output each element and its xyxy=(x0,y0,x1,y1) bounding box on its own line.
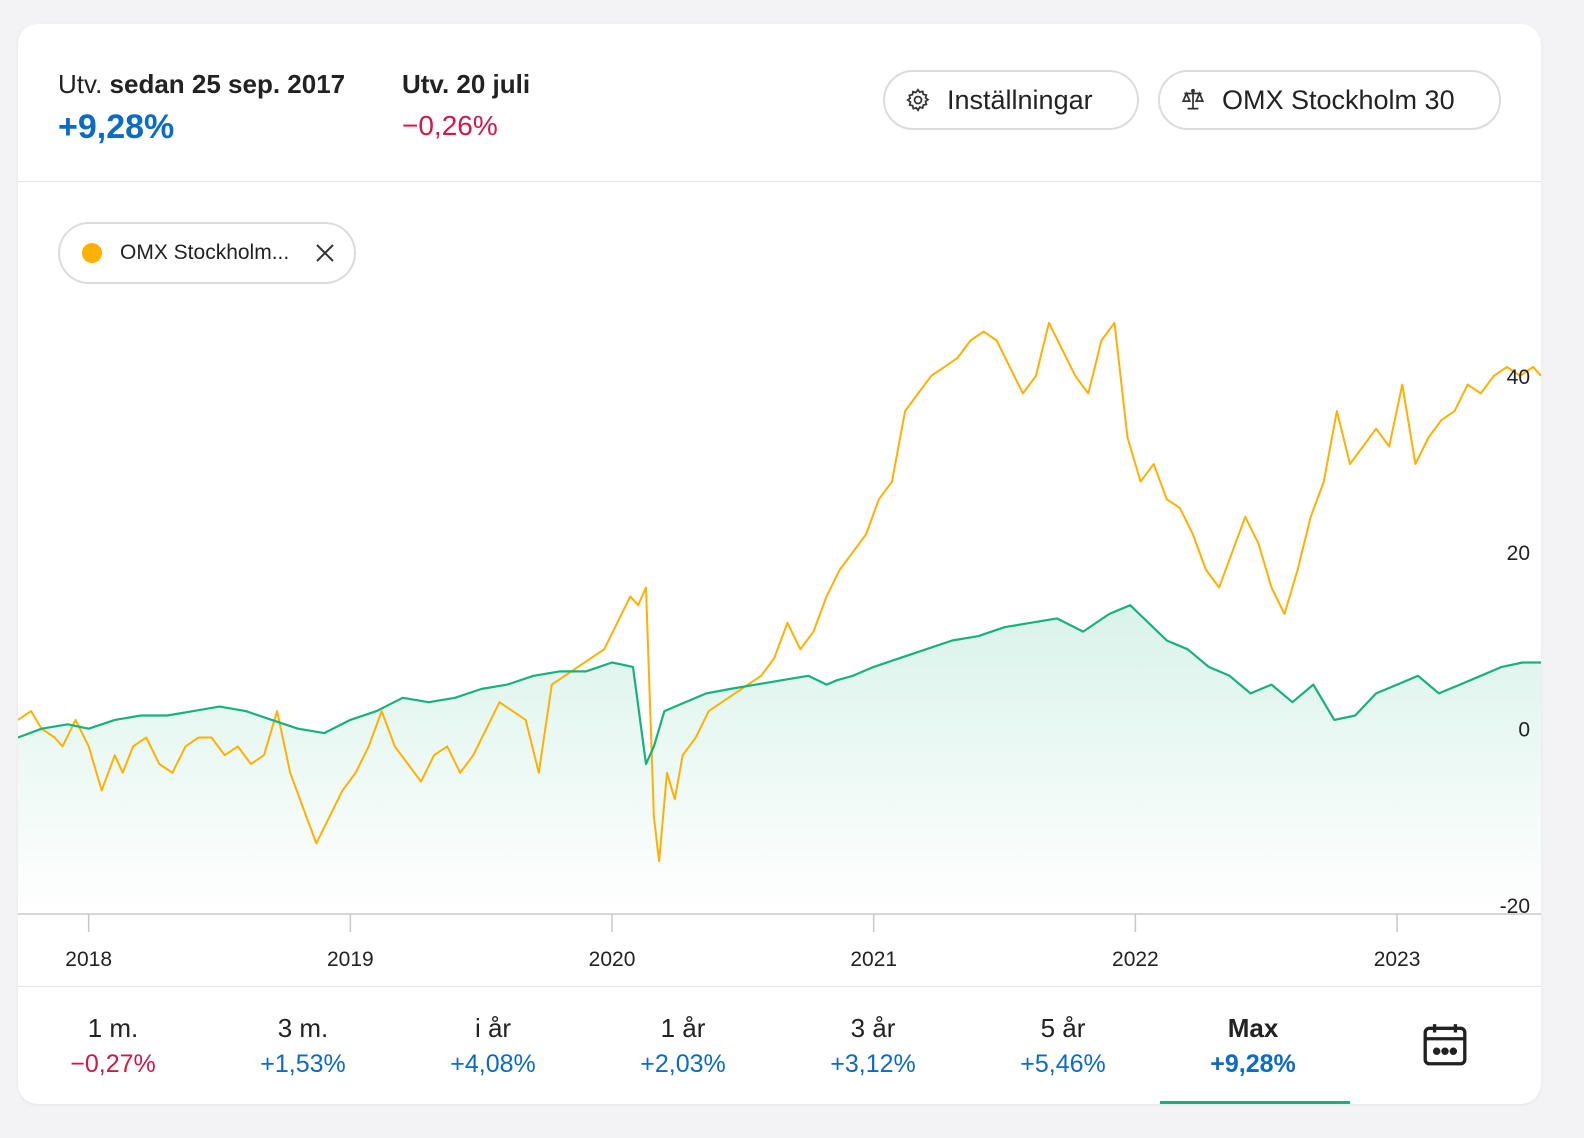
compare-label: OMX Stockholm 30 xyxy=(1222,84,1455,115)
period-value: +5,46% xyxy=(1020,1050,1106,1078)
period-tab-4[interactable]: 3 år +3,12% xyxy=(778,987,968,1104)
index-series-line xyxy=(18,321,1541,863)
performance-card: Utv. sedan 25 sep. 2017 +9,28% Utv. 20 j… xyxy=(18,24,1541,1104)
since-date: sedan 25 sep. 2017 xyxy=(109,69,346,99)
since-start-label: Utv. sedan 25 sep. 2017 xyxy=(58,69,345,100)
x-tick-label: 2018 xyxy=(65,948,112,971)
period-label: 3 år xyxy=(850,1013,896,1043)
period-label: 3 m. xyxy=(277,1013,329,1043)
since-prefix: Utv. xyxy=(58,69,103,99)
gear-icon xyxy=(906,88,930,112)
period-label: Max xyxy=(1227,1013,1279,1043)
settings-button[interactable]: Inställningar xyxy=(883,70,1139,130)
x-tick-label: 2019 xyxy=(327,948,374,971)
settings-label: Inställningar xyxy=(947,84,1093,115)
scale-icon xyxy=(1181,88,1205,110)
fund-series-line xyxy=(18,604,1541,766)
period-value: +2,03% xyxy=(640,1050,726,1078)
period-tab-2[interactable]: i år +4,08% xyxy=(398,987,588,1104)
index-chip-label: OMX Stockholm... xyxy=(120,241,290,264)
x-tick-label: 2023 xyxy=(1374,948,1421,971)
period-label: 5 år xyxy=(1040,1013,1086,1043)
period-value: +3,12% xyxy=(830,1050,916,1078)
period-tab-1[interactable]: 3 m. +1,53% xyxy=(208,987,398,1104)
period-label: i år xyxy=(474,1013,512,1043)
active-period-underline xyxy=(1160,1101,1350,1104)
day-change-label: Utv. 20 juli xyxy=(402,69,531,99)
index-chip: OMX Stockholm... xyxy=(58,222,356,284)
y-tick-label: 20 xyxy=(1507,542,1530,565)
y-tick-label: -20 xyxy=(1500,895,1530,918)
compare-index-button[interactable]: OMX Stockholm 30 xyxy=(1158,70,1501,130)
period-value: +9,28% xyxy=(1210,1050,1296,1078)
period-label: 1 m. xyxy=(87,1013,139,1043)
period-tab-6[interactable]: Max +9,28% xyxy=(1158,987,1348,1104)
period-label: 1 år xyxy=(660,1013,706,1043)
period-tab-3[interactable]: 1 år +2,03% xyxy=(588,987,778,1104)
close-icon[interactable] xyxy=(314,242,336,264)
header: Utv. sedan 25 sep. 2017 +9,28% Utv. 20 j… xyxy=(18,24,1541,182)
x-tick-label: 2022 xyxy=(1112,948,1159,971)
y-tick-label: 40 xyxy=(1507,366,1530,389)
performance-chart: 2018 2019 2020 2021 2022 2023 40 20 0 -20 xyxy=(18,321,1541,971)
since-start-value: +9,28% xyxy=(58,108,175,146)
x-tick-label: 2020 xyxy=(589,948,636,971)
period-selector: 1 m. −0,27% 3 m. +1,53% i år +4,08% 1 år +2,03%… xyxy=(18,986,1541,1104)
calendar-icon[interactable] xyxy=(1420,1020,1470,1075)
since-start-stat: Utv. sedan 25 sep. 2017 +9,28% xyxy=(58,69,345,147)
fund-area xyxy=(18,605,1541,914)
period-tab-5[interactable]: 5 år +5,46% xyxy=(968,987,1158,1104)
period-value: −0,27% xyxy=(70,1050,156,1078)
index-color-dot xyxy=(82,243,102,263)
y-tick-label: 0 xyxy=(1518,719,1530,742)
period-tab-0[interactable]: 1 m. −0,27% xyxy=(18,987,208,1104)
period-value: +1,53% xyxy=(260,1050,346,1078)
x-tick-label: 2021 xyxy=(850,948,897,971)
period-value: +4,08% xyxy=(450,1050,536,1078)
day-change-stat: Utv. 20 juli −0,26% xyxy=(402,69,530,142)
day-change-value: −0,26% xyxy=(402,110,498,141)
